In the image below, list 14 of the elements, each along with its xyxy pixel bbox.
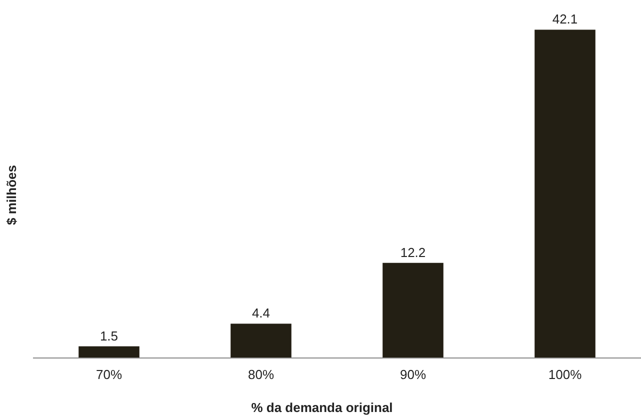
data-label: 12.2 (400, 244, 426, 260)
x-tick-label: 100% (548, 367, 582, 382)
bar (78, 346, 140, 358)
x-tick-label: 80% (248, 367, 274, 382)
data-label: 4.4 (252, 306, 270, 321)
bar (382, 262, 444, 358)
data-label: 42.1 (552, 12, 578, 27)
x-tick-label: 70% (96, 367, 122, 382)
bar (230, 324, 292, 358)
x-tick-label: 90% (400, 367, 426, 382)
y-axis-title: $ milhões (4, 165, 19, 225)
bar (534, 30, 596, 358)
x-axis-title: % da demanda original (251, 400, 393, 415)
data-label: 1.5 (100, 328, 118, 344)
